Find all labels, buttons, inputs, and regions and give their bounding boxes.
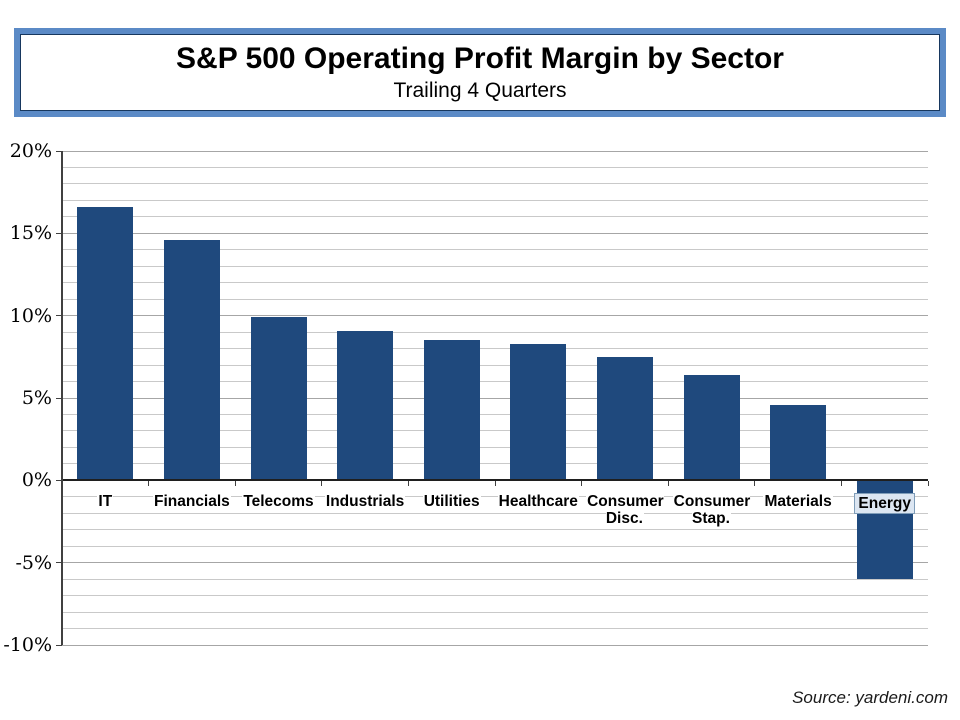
gridline--3pct bbox=[62, 529, 928, 531]
gridline--2pct bbox=[62, 512, 928, 514]
gridline-14pct bbox=[62, 249, 928, 251]
gridline-17pct bbox=[62, 199, 928, 201]
y-axis-tick-0pct bbox=[56, 479, 62, 481]
gridline--4pct bbox=[62, 545, 928, 547]
category-label-text: Industrials bbox=[324, 493, 406, 511]
gridline--8pct bbox=[62, 611, 928, 613]
gridline-20pct bbox=[62, 150, 928, 152]
y-axis-label--10pct: -10% bbox=[3, 634, 52, 656]
bar-it bbox=[77, 207, 134, 481]
gridline-19pct bbox=[62, 167, 928, 168]
category-label-text: Utilities bbox=[422, 493, 481, 511]
category-label-industrials: Industrials bbox=[322, 493, 408, 511]
bar-industrials bbox=[337, 330, 394, 481]
category-tick-0 bbox=[61, 481, 63, 487]
gridline--7pct bbox=[62, 595, 928, 597]
y-axis-line bbox=[61, 151, 63, 645]
bar-consumer-stap bbox=[683, 374, 740, 481]
category-label-text: Consumer Stap. bbox=[672, 493, 751, 528]
chart-title: S&P 500 Operating Profit Margin by Secto… bbox=[176, 42, 784, 75]
bar-financials bbox=[163, 239, 220, 481]
category-label-text: Telecoms bbox=[242, 493, 315, 511]
gridline-2pct bbox=[62, 446, 928, 448]
gridline-6pct bbox=[62, 381, 928, 382]
gridline-9pct bbox=[62, 331, 928, 333]
category-label-financials: Financials bbox=[149, 493, 235, 511]
category-label-telecoms: Telecoms bbox=[236, 493, 322, 511]
bar-utilities bbox=[423, 340, 480, 481]
gridline-3pct bbox=[62, 430, 928, 432]
plot-area: IT Financials Telecoms Industrials Utilities… bbox=[61, 150, 928, 646]
y-axis-label-10pct: 10% bbox=[9, 304, 52, 327]
bar-healthcare bbox=[510, 343, 567, 481]
energy-label-highlight-box[interactable]: Energy bbox=[854, 493, 915, 515]
gridline-13pct bbox=[62, 265, 928, 267]
y-axis-label-0pct: 0% bbox=[21, 469, 52, 492]
category-label-healthcare: Healthcare bbox=[495, 493, 581, 511]
category-tick-8 bbox=[754, 481, 756, 487]
category-label-utilities: Utilities bbox=[409, 493, 495, 511]
category-tick-6 bbox=[581, 481, 583, 487]
category-tick-7 bbox=[667, 481, 669, 487]
category-tick-4 bbox=[407, 481, 409, 487]
gridline-4pct bbox=[62, 414, 928, 415]
bar-telecoms bbox=[250, 317, 307, 481]
y-axis-tick--5pct bbox=[56, 562, 62, 564]
gridline-11pct bbox=[62, 298, 928, 300]
category-label-text: Healthcare bbox=[497, 493, 579, 511]
gridline-18pct bbox=[62, 183, 928, 185]
category-label-consumer-stap: Consumer Stap. bbox=[669, 493, 755, 528]
category-tick-5 bbox=[494, 481, 496, 487]
gridline--6pct bbox=[62, 578, 928, 580]
category-tick-1 bbox=[148, 481, 150, 487]
y-axis-tick-20pct bbox=[56, 150, 62, 152]
category-tick-10 bbox=[927, 481, 929, 487]
gridline-15pct bbox=[62, 232, 928, 234]
gridline-8pct bbox=[62, 348, 928, 350]
gridline-12pct bbox=[62, 282, 928, 284]
category-label-it: IT bbox=[62, 493, 148, 511]
y-axis-label-5pct: 5% bbox=[21, 387, 52, 409]
gridline-1pct bbox=[62, 463, 928, 465]
y-axis-tick--10pct bbox=[56, 644, 62, 646]
chart-subtitle: Trailing 4 Quarters bbox=[393, 79, 567, 102]
category-tick-2 bbox=[234, 481, 236, 487]
gridline--1pct bbox=[62, 496, 928, 498]
y-axis-tick-15pct bbox=[56, 232, 62, 234]
category-label-energy: Energy bbox=[842, 493, 928, 515]
y-axis-label-20pct: 20% bbox=[9, 140, 52, 162]
y-axis-label--5pct: -5% bbox=[15, 551, 52, 574]
gridline-10pct bbox=[62, 315, 928, 317]
category-label-materials: Materials bbox=[755, 493, 841, 511]
category-tick-9 bbox=[840, 481, 842, 487]
category-tick-3 bbox=[321, 481, 323, 487]
category-label-text: Materials bbox=[763, 493, 833, 511]
y-axis-tick-5pct bbox=[56, 397, 62, 399]
gridline--5pct bbox=[62, 562, 928, 564]
chart-region: IT Financials Telecoms Industrials Utilities… bbox=[0, 140, 960, 656]
y-axis-tick-10pct bbox=[56, 315, 62, 317]
x-axis-zero-line bbox=[62, 479, 928, 482]
gridline--9pct bbox=[62, 628, 928, 629]
category-label-consumer-disc: Consumer Disc. bbox=[582, 493, 668, 528]
gridline-16pct bbox=[62, 216, 928, 218]
bar-consumer-disc bbox=[596, 356, 653, 481]
chart-title-box: S&P 500 Operating Profit Margin by Secto… bbox=[14, 28, 946, 117]
bar-materials bbox=[770, 404, 827, 481]
category-label-text: Financials bbox=[152, 493, 231, 511]
category-label-text: Consumer Disc. bbox=[586, 493, 664, 528]
gridline--10pct bbox=[62, 644, 928, 646]
y-axis-label-15pct: 15% bbox=[9, 222, 52, 245]
source-note: Source: yardeni.com bbox=[792, 688, 948, 707]
gridline-7pct bbox=[62, 364, 928, 366]
gridline-5pct bbox=[62, 397, 928, 399]
category-label-text: IT bbox=[97, 493, 114, 511]
